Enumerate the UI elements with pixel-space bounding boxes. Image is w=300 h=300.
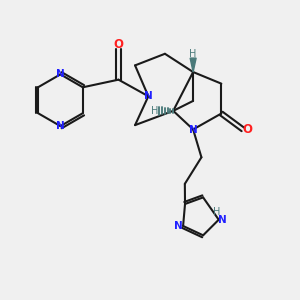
Text: N: N [174,221,183,231]
Text: H: H [213,207,221,218]
Text: O: O [242,123,252,136]
Polygon shape [190,58,196,72]
Text: N: N [189,125,197,135]
Text: H: H [151,106,159,116]
Text: N: N [56,121,65,131]
Text: N: N [56,69,65,80]
Text: N: N [144,91,153,101]
Text: O: O [113,38,124,51]
Text: H: H [189,49,197,59]
Text: N: N [218,215,226,225]
